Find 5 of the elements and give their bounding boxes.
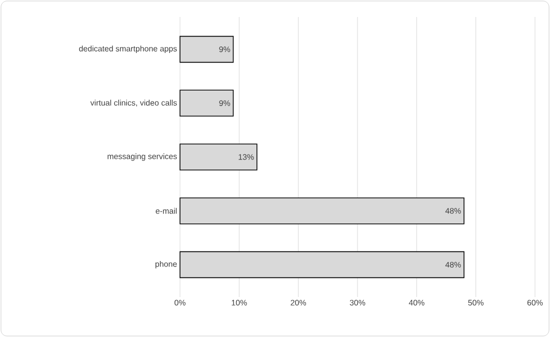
bar xyxy=(180,90,234,117)
bar xyxy=(180,144,258,170)
bar xyxy=(180,36,234,63)
bar xyxy=(180,251,464,278)
bar xyxy=(180,197,464,224)
